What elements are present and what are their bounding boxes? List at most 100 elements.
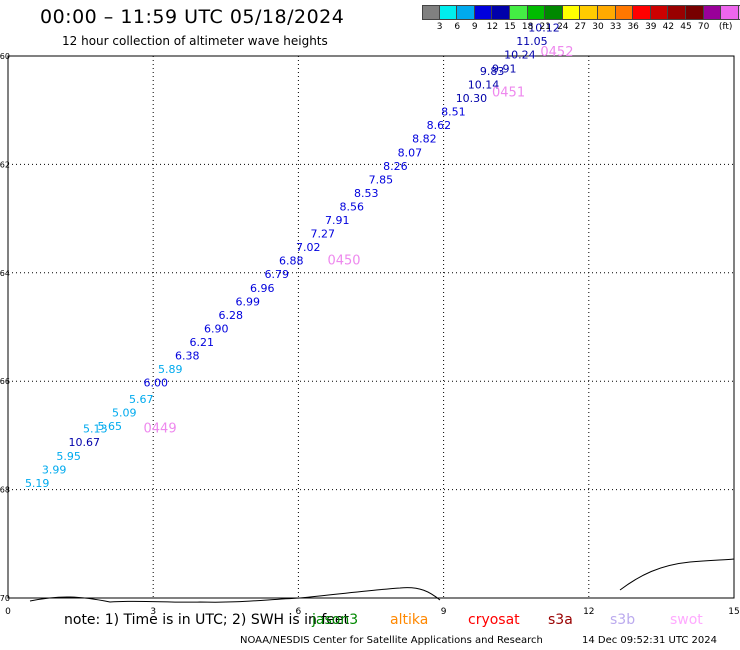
legend-label: 24: [557, 22, 569, 32]
wave-height-label: 5.13: [83, 423, 108, 436]
legend-swatch: [492, 5, 510, 20]
legend-swatch: [703, 5, 722, 20]
legend-swatch: [474, 5, 493, 20]
note-text: note: 1) Time is in UTC; 2) SWH is in fe…: [64, 612, 350, 628]
legend-label: 6: [454, 22, 461, 32]
legend-label: 21: [539, 22, 551, 32]
legend-swatch: [721, 5, 739, 20]
legend-label: 45: [680, 22, 692, 32]
legend-label: 27: [574, 22, 587, 32]
y-tick-label: -70: [0, 594, 10, 603]
satellite-altika: altika: [390, 612, 429, 628]
wave-height-label: 8.62: [427, 119, 452, 132]
satellite-s3b: s3b: [610, 612, 636, 628]
legend-swatch: [685, 5, 704, 20]
legend-label: 15: [504, 22, 516, 32]
pass-time-label: 0452: [540, 45, 573, 60]
wave-height-label: 3.99: [42, 463, 67, 476]
y-tick-label: -60: [0, 52, 10, 61]
legend-label: 18: [521, 22, 534, 32]
wave-height-label: 7.85: [369, 173, 394, 186]
wave-height-label: 5.89: [158, 363, 183, 376]
wave-height-label: 11.05: [516, 35, 548, 48]
legend-label: 3: [436, 22, 443, 32]
x-tick-label: 15: [728, 607, 739, 617]
wave-height-label: 5.19: [25, 477, 50, 490]
generated-time: 14 Dec 09:52:31 UTC 2024: [582, 635, 717, 646]
pass-time-label: 0450: [327, 254, 360, 269]
y-tick-label: -66: [0, 377, 10, 386]
legend-swatch: [580, 5, 598, 20]
satellite-swot: swot: [670, 612, 703, 628]
x-tick-label: 3: [150, 607, 156, 617]
color-scale-legend: [422, 5, 740, 20]
pass-time-label: 0451: [492, 86, 525, 101]
wave-height-label: 10.67: [69, 436, 101, 449]
x-tick-label: 0: [5, 607, 11, 617]
y-tick-label: -68: [0, 486, 10, 495]
wave-height-label: 6.79: [265, 268, 290, 281]
legend-swatch: [650, 5, 669, 20]
legend-swatch: [509, 5, 528, 20]
pass-time-label: 0449: [144, 422, 177, 437]
y-tick-label: -64: [0, 269, 10, 278]
legend-swatch: [615, 5, 634, 20]
wave-height-label: 5.95: [56, 450, 81, 463]
color-scale-labels: 3 6 9 12 15 18 21 24 27 30 33 36 39 42 45 70 (ft): [422, 22, 740, 34]
wave-height-label: 8.82: [412, 133, 437, 146]
legend-swatch: [422, 5, 440, 20]
coastline: [29, 558, 735, 603]
wave-height-label: 7.91: [325, 214, 350, 227]
wave-height-label: 8.56: [340, 200, 365, 213]
legend-label: 36: [627, 22, 639, 32]
legend-label: 42: [662, 22, 675, 32]
legend-label: 12: [486, 22, 499, 32]
legend-label: 9: [471, 22, 478, 32]
wave-height-label: 7.27: [311, 228, 336, 241]
legend-swatch: [668, 5, 686, 20]
wave-height-label: 10.12: [528, 22, 560, 35]
legend-swatch: [738, 5, 740, 20]
wave-height-label: 8.51: [441, 106, 466, 119]
wave-height-label: 10.24: [504, 49, 535, 62]
plot-frame: [7, 55, 735, 599]
wave-height-label: 6.38: [175, 350, 200, 363]
x-tick-label: 6: [296, 607, 302, 617]
legend-label: 70: [697, 22, 710, 32]
wave-height-label: 9.91: [492, 62, 517, 75]
legend-swatch: [597, 5, 616, 20]
wave-height-label: 7.02: [296, 241, 321, 254]
legend-label: 39: [645, 22, 657, 32]
satellite-cryosat: cryosat: [468, 612, 520, 628]
wave-height-label: 5.65: [98, 420, 123, 433]
y-tick-label: -62: [0, 160, 10, 169]
satellite-legend: jason3 altika cryosat s3a s3b swot: [0, 612, 740, 630]
wave-height-label: 6.96: [250, 282, 275, 295]
satellite-s3a: s3a: [548, 612, 573, 628]
wave-height-label: 6.88: [279, 255, 304, 268]
wave-height-label: 10.30: [456, 92, 488, 105]
wave-height-label: 5.67: [129, 393, 154, 406]
wave-height-label: 6.21: [190, 336, 215, 349]
legend-swatch: [545, 5, 563, 20]
wave-height-label: 5.09: [112, 406, 137, 419]
wave-height-label: 6.99: [235, 295, 259, 308]
legend-swatch: [439, 5, 458, 20]
wave-height-label: 10.14: [468, 79, 500, 92]
x-tick-label: 9: [441, 607, 447, 617]
wave-height-label: 6.00: [144, 377, 169, 390]
satellite-jason3: jason3: [312, 612, 359, 628]
legend-label: 33: [609, 22, 622, 32]
legend-unit: (ft): [718, 22, 733, 32]
legend-swatch: [633, 5, 651, 20]
wave-height-label: 6.90: [204, 322, 229, 335]
legend-swatch: [527, 5, 546, 20]
wave-height-label: 6.28: [219, 309, 244, 322]
chart-title: 00:00 – 11:59 UTC 05/18/2024: [40, 6, 345, 28]
credit-text: NOAA/NESDIS Center for Satellite Applica…: [240, 635, 543, 646]
wave-height-label: 9.83: [480, 65, 505, 78]
chart-subtitle: 12 hour collection of altimeter wave hei…: [62, 34, 328, 48]
wave-height-label: 8.26: [383, 160, 408, 173]
legend-swatch: [562, 5, 581, 20]
